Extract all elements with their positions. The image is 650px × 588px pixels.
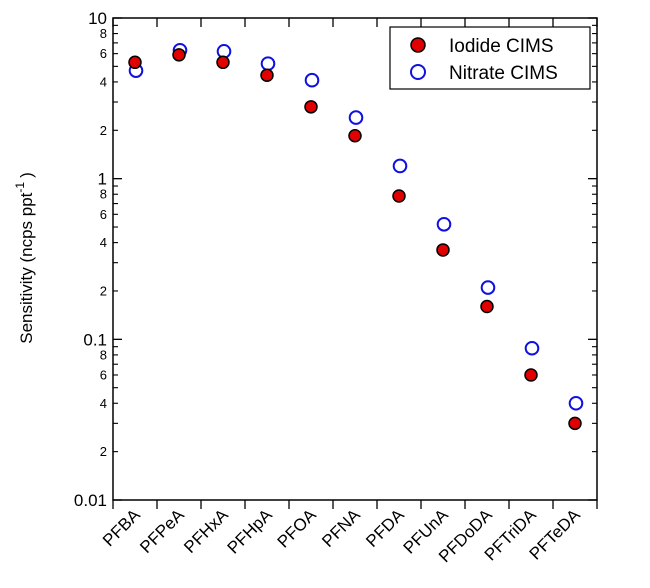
axes bbox=[112, 17, 598, 501]
x-category-label: PFNA bbox=[318, 505, 364, 551]
x-category-label: PFPeA bbox=[136, 505, 188, 557]
iodide-point bbox=[304, 100, 318, 114]
nitrate-point bbox=[348, 110, 364, 125]
y-minor-tick-label: 2 bbox=[100, 123, 107, 138]
tick-labels: 0.010.1110246824682468PFBAPFPeAPFHxAPFHp… bbox=[74, 9, 584, 566]
nitrate-point bbox=[260, 56, 276, 71]
x-category-label: PFHpA bbox=[224, 505, 277, 558]
iodide-point bbox=[392, 189, 406, 203]
nitrate-point bbox=[436, 216, 452, 232]
y-minor-tick-label: 8 bbox=[100, 347, 107, 362]
y-minor-tick-label: 8 bbox=[100, 26, 107, 41]
iodide-point bbox=[172, 48, 186, 62]
legend-iodide-marker bbox=[410, 37, 426, 53]
nitrate-point bbox=[304, 72, 320, 88]
y-minor-tick-label: 6 bbox=[100, 367, 107, 382]
y-tick-label: 10 bbox=[88, 9, 107, 28]
y-minor-tick-label: 6 bbox=[100, 46, 107, 61]
legend-box bbox=[389, 26, 591, 90]
y-minor-tick-label: 8 bbox=[100, 187, 107, 202]
ticks bbox=[112, 17, 598, 509]
y-tick-label: 1 bbox=[98, 170, 107, 189]
y-minor-tick-label: 2 bbox=[100, 283, 107, 298]
y-minor-tick-label: 4 bbox=[100, 235, 107, 250]
y-minor-tick-label: 6 bbox=[100, 207, 107, 222]
nitrate-point bbox=[524, 340, 540, 356]
iodide-point bbox=[128, 55, 142, 70]
y-minor-tick-label: 4 bbox=[100, 74, 107, 89]
legend-iodide-label: Iodide CIMS bbox=[449, 36, 554, 57]
legend-nitrate-label: Nitrate CIMS bbox=[449, 63, 558, 84]
y-minor-tick-label: 4 bbox=[100, 396, 107, 411]
nitrate-point bbox=[480, 280, 496, 295]
iodide-point bbox=[260, 68, 274, 83]
nitrate-point bbox=[568, 395, 584, 411]
x-category-label: PFHxA bbox=[180, 505, 232, 557]
data-points bbox=[128, 42, 584, 431]
y-axis-title: Sensitivity (ncps ppt-1) bbox=[13, 172, 36, 344]
y-tick-label: 0.1 bbox=[83, 330, 107, 349]
iodide-point bbox=[436, 243, 450, 257]
iodide-point bbox=[568, 416, 582, 431]
iodide-point bbox=[480, 299, 494, 314]
x-category-label: PFOA bbox=[274, 505, 321, 552]
legend-nitrate-marker bbox=[410, 64, 426, 80]
y-minor-tick-label: 2 bbox=[100, 444, 107, 459]
iodide-point bbox=[348, 128, 362, 143]
legend: Iodide CIMS Nitrate CIMS bbox=[389, 26, 591, 90]
plot-frame bbox=[112, 17, 598, 501]
y-tick-label: 0.01 bbox=[74, 491, 107, 510]
iodide-point bbox=[524, 368, 538, 382]
iodide-point bbox=[216, 55, 230, 70]
nitrate-point bbox=[392, 158, 408, 174]
